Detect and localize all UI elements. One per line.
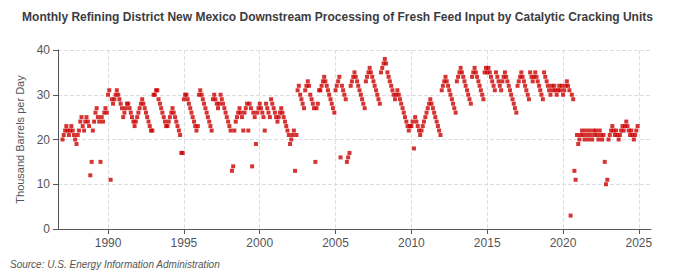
svg-text:2025: 2025 xyxy=(626,236,653,250)
svg-text:0: 0 xyxy=(43,222,50,236)
svg-text:2015: 2015 xyxy=(474,236,501,250)
svg-text:20: 20 xyxy=(37,133,51,147)
svg-text:2005: 2005 xyxy=(322,236,349,250)
svg-text:Monthly Refining District New: Monthly Refining District New Mexico Dow… xyxy=(22,10,653,24)
svg-text:40: 40 xyxy=(37,43,51,57)
svg-text:10: 10 xyxy=(37,177,51,191)
svg-text:2010: 2010 xyxy=(398,236,425,250)
svg-text:2020: 2020 xyxy=(550,236,577,250)
svg-text:Thousand Barrels per Day: Thousand Barrels per Day xyxy=(14,75,26,204)
svg-text:Source: U.S. Energy Informatio: Source: U.S. Energy Information Administ… xyxy=(10,259,220,270)
svg-text:1990: 1990 xyxy=(95,236,122,250)
svg-text:1995: 1995 xyxy=(171,236,198,250)
svg-text:2000: 2000 xyxy=(246,236,273,250)
svg-text:30: 30 xyxy=(37,88,51,102)
